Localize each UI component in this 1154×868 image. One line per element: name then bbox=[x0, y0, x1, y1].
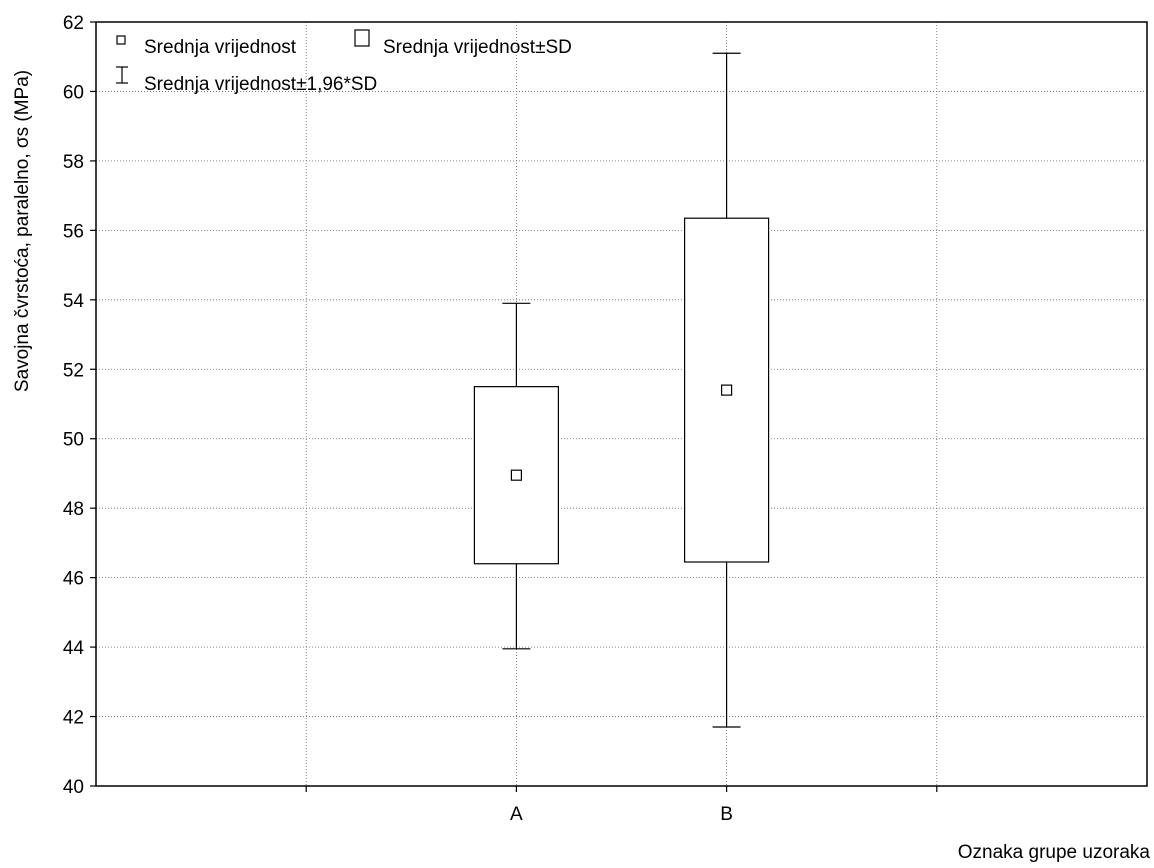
legend-ci-marker bbox=[116, 66, 128, 84]
y-tick-label: 40 bbox=[63, 777, 84, 798]
y-tick-label: 50 bbox=[63, 430, 84, 451]
y-tick-label: 52 bbox=[63, 360, 84, 381]
grid-lines bbox=[96, 22, 1147, 786]
legend-sd-marker bbox=[354, 29, 370, 47]
y-tick-label: 42 bbox=[63, 708, 84, 729]
x-tick-label: B bbox=[720, 804, 733, 825]
legend-sd-label: Srednja vrijednost±SD bbox=[383, 37, 572, 58]
legend-ci-label: Srednja vrijednost±1,96*SD bbox=[144, 74, 377, 95]
y-axis-label: Savojna čvrstoća, paralelno, σs (MPa) bbox=[12, 70, 33, 392]
x-axis-label: Oznaka grupe uzoraka bbox=[958, 842, 1151, 863]
y-tick-label: 60 bbox=[63, 82, 84, 103]
x-tick-label: A bbox=[510, 804, 523, 825]
plot-frame bbox=[95, 21, 1148, 787]
y-tick-label: 44 bbox=[63, 638, 85, 659]
y-tick-label: 46 bbox=[63, 569, 84, 590]
mean-marker bbox=[720, 384, 733, 396]
legend-mean-label: Srednja vrijednost bbox=[144, 37, 297, 58]
y-tick-label: 58 bbox=[63, 152, 84, 173]
legend: Srednja vrijednost Srednja vrijednost±SD… bbox=[116, 29, 572, 95]
y-tick-label: 54 bbox=[63, 291, 85, 312]
mean-marker bbox=[510, 469, 522, 481]
legend-mean-marker bbox=[116, 35, 126, 45]
box-series bbox=[473, 52, 770, 728]
y-tick-label: 48 bbox=[63, 499, 84, 520]
y-axis: 40 42 44 46 48 50 52 54 56 58 60 62 bbox=[63, 13, 96, 798]
y-tick-label: 62 bbox=[63, 13, 84, 34]
y-tick-label: 56 bbox=[63, 221, 84, 242]
